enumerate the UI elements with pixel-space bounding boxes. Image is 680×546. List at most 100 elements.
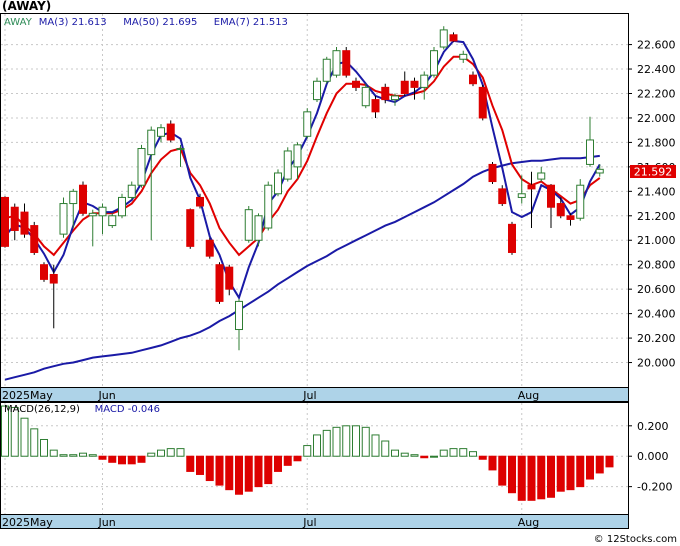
- macd-bars-group: [1, 405, 614, 501]
- last-price-value: 21.592: [634, 166, 673, 179]
- price-y-tick-label: 22.400: [637, 63, 676, 76]
- candle-body: [439, 29, 448, 48]
- candle-body: [215, 264, 224, 302]
- candle-body: [352, 80, 360, 88]
- macd-bar: [137, 455, 146, 463]
- candles-group: [1, 26, 604, 351]
- price-y-tick-label: 22.000: [637, 112, 676, 125]
- candle-body: [410, 80, 419, 88]
- candle-body: [176, 148, 185, 151]
- macd-bar: [1, 405, 9, 457]
- macd-bar: [517, 455, 526, 501]
- price-x-tick-label: Jul: [302, 389, 316, 402]
- macd-y-tick-label: -0.200: [637, 481, 672, 494]
- candle-body: [127, 184, 136, 198]
- macd-bar: [235, 455, 243, 495]
- macd-bar: [361, 426, 370, 457]
- candle-body: [420, 74, 429, 88]
- macd-bar: [322, 429, 331, 457]
- macd-bar: [576, 455, 585, 488]
- candle-body: [449, 34, 458, 42]
- macd-x-tick-label: 2025May: [2, 516, 53, 529]
- candle-body: [556, 203, 565, 217]
- candle-body: [469, 74, 477, 85]
- macd-bar: [410, 454, 419, 457]
- macd-x-axis: 2025May Jun Jul Aug: [2, 516, 539, 529]
- macd-bar: [556, 455, 565, 492]
- macd-y-tick-label: 0.000: [637, 450, 669, 463]
- macd-bar: [118, 455, 126, 465]
- macd-bar: [79, 452, 87, 457]
- candle-body: [10, 206, 19, 231]
- candle-body: [235, 300, 243, 331]
- candle-body: [459, 53, 468, 60]
- macd-bar: [30, 428, 39, 457]
- macd-bar: [244, 455, 253, 492]
- candle-body: [147, 129, 156, 156]
- ma50-line: [4, 154, 600, 381]
- candle-body: [391, 95, 399, 101]
- price-x-tick-label: Jun: [98, 389, 116, 402]
- macd-bar: [88, 454, 97, 457]
- macd-bar: [381, 440, 390, 457]
- candle-body: [478, 86, 487, 119]
- macd-bar: [527, 455, 536, 501]
- macd-bar: [225, 455, 234, 491]
- macd-bar: [10, 407, 19, 457]
- candle-body: [342, 50, 351, 76]
- macd-bar: [215, 455, 224, 486]
- candle-body: [20, 211, 29, 235]
- macd-bar: [147, 452, 156, 457]
- macd-bar: [69, 454, 78, 457]
- candle-body: [586, 139, 594, 165]
- macd-bar: [49, 449, 58, 457]
- candle-body: [537, 172, 546, 180]
- macd-x-tick-label: Jul: [302, 516, 316, 529]
- macd-bar: [303, 445, 312, 457]
- macd-bar: [469, 451, 477, 457]
- price-legend-item: MA(50) 21.695: [123, 17, 197, 28]
- macd-bar: [283, 455, 292, 466]
- macd-bar: [332, 426, 341, 457]
- macd-bar: [391, 449, 399, 457]
- price-y-tick-label: 20.000: [637, 357, 676, 370]
- macd-bar: [488, 455, 497, 471]
- macd-bar: [342, 425, 351, 457]
- macd-bar: [439, 449, 448, 457]
- candle-body: [166, 123, 175, 141]
- macd-bar: [566, 455, 575, 491]
- macd-legend-item: MACD(26,12,9): [4, 404, 80, 415]
- candle-body: [313, 80, 321, 101]
- macd-bar: [459, 448, 468, 457]
- macd-bar: [127, 455, 136, 465]
- price-y-tick-label: 21.000: [637, 234, 676, 247]
- candle-body: [293, 144, 302, 168]
- macd-bar: [605, 455, 614, 468]
- price-y-axis: 22.60022.40022.20022.00021.80021.60021.4…: [628, 39, 676, 370]
- watermark: © 12Stocks.com: [594, 534, 677, 545]
- candle-body: [488, 163, 497, 183]
- candle-body: [264, 184, 273, 229]
- macd-bar: [449, 448, 458, 457]
- macd-bar: [595, 455, 604, 474]
- price-y-tick-label: 21.800: [637, 136, 676, 149]
- candle-body: [244, 209, 253, 241]
- ma50-line-group: [4, 154, 600, 381]
- candle-body: [527, 184, 536, 190]
- macd-bar: [400, 452, 409, 457]
- macd-bar: [430, 455, 438, 458]
- candle-body: [186, 209, 195, 247]
- macd-bar: [537, 455, 546, 500]
- macd-bar: [352, 425, 360, 457]
- candle-body: [566, 215, 575, 220]
- candle-body: [400, 80, 409, 94]
- candle-body: [576, 184, 585, 219]
- macd-bar: [98, 455, 107, 460]
- candle-body: [30, 225, 39, 253]
- macd-bar: [547, 455, 555, 498]
- price-legend: AWAY MA(3) 21.613 MA(50) 21.695 EMA(7) 21.5…: [4, 17, 288, 28]
- macd-bar: [176, 448, 185, 457]
- macd-bar: [196, 455, 204, 475]
- macd-bar: [274, 455, 282, 472]
